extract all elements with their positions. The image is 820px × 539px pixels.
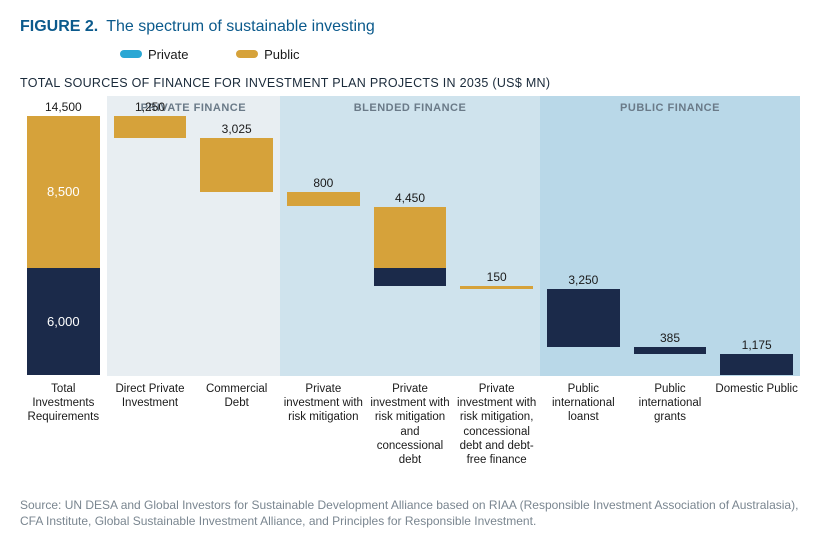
x-axis-label: Total Investments Requirements — [20, 382, 107, 425]
figure-title-text: The spectrum of sustainable investing — [106, 18, 375, 35]
bar-segment-private — [374, 268, 447, 286]
column-domestic_public: 1,175 Domestic Public — [713, 96, 800, 426]
x-axis-label: Commercial Debt — [193, 382, 280, 411]
column-pub_intl_loans: 3,250 Public international loanst — [540, 96, 627, 426]
value-label-segment: 6,000 — [20, 314, 107, 329]
x-axis-label: Direct Private Investment — [107, 382, 194, 411]
column-total: 14,500 8,500 6,000 Total Investments Requir… — [20, 96, 107, 426]
legend-label-public: Public — [264, 47, 299, 62]
value-label-total: 4,450 — [367, 191, 454, 205]
value-label-total: 800 — [280, 176, 367, 190]
chart-subtitle: TOTAL SOURCES OF FINANCE FOR INVESTMENT … — [20, 76, 800, 90]
legend-item-public: Public — [236, 47, 321, 62]
legend-label-private: Private — [148, 47, 188, 62]
waterfall-chart: PRIVATE FINANCEBLENDED FINANCEPUBLIC FIN… — [20, 96, 800, 426]
bar-wrap: 1,175 — [713, 116, 800, 376]
source-note: Source: UN DESA and Global Investors for… — [20, 497, 800, 529]
column-pub_intl_grants: 385 Public international grants — [627, 96, 714, 426]
bar-wrap: 3,250 — [540, 116, 627, 376]
legend: Private Public — [120, 46, 800, 62]
column-risk_mit_debtfree: 150Private investment with risk mitigati… — [453, 96, 540, 426]
x-axis-label: Domestic Public — [713, 382, 800, 396]
figure-label: FIGURE 2. — [20, 18, 98, 35]
column-direct_private: 1,250 Direct Private Investment — [107, 96, 194, 426]
bar-segment-public — [114, 116, 187, 138]
bar-segment-public — [200, 138, 273, 192]
bar-wrap: 3,025 — [193, 116, 280, 376]
x-axis-label: Private investment with risk mitigation,… — [453, 382, 540, 468]
bar-wrap: 150 — [453, 116, 540, 376]
x-axis-label: Private investment with risk mitigation … — [367, 382, 454, 468]
legend-item-private: Private — [120, 47, 210, 62]
column-commercial_debt: 3,025 Commercial Debt — [193, 96, 280, 426]
legend-swatch-public — [236, 50, 258, 58]
bar-segment-private — [634, 347, 707, 354]
figure-title: FIGURE 2. The spectrum of sustainable inv… — [20, 18, 800, 36]
bar-segment-public — [460, 286, 533, 289]
value-label-total: 3,250 — [540, 273, 627, 287]
column-risk_mit_concessional: 4,450Private investment with risk mitiga… — [367, 96, 454, 426]
bar-segment-public — [374, 207, 447, 269]
bar-wrap: 800 — [280, 116, 367, 376]
value-label-segment: 8,500 — [20, 184, 107, 199]
value-label-total: 3,025 — [193, 122, 280, 136]
column-risk_mitigation: 800 Private investment with risk mitigati… — [280, 96, 367, 426]
value-label-total: 1,175 — [713, 338, 800, 352]
bar-wrap: 385 — [627, 116, 714, 376]
bar-segment-public — [287, 192, 360, 206]
x-axis-label: Public international loanst — [540, 382, 627, 425]
value-label-total: 1,250 — [107, 100, 194, 114]
value-label-total: 150 — [453, 270, 540, 284]
figure-container: FIGURE 2. The spectrum of sustainable inv… — [0, 0, 820, 539]
value-label-total: 385 — [627, 331, 714, 345]
bar-wrap: 4,450 — [367, 116, 454, 376]
bar-segment-private — [547, 289, 620, 347]
legend-swatch-private — [120, 50, 142, 58]
bar-wrap: 14,5008,5006,000 — [20, 116, 107, 376]
x-axis-label: Public international grants — [627, 382, 714, 425]
x-axis-label: Private investment with risk mitigation — [280, 382, 367, 425]
bar-wrap: 1,250 — [107, 116, 194, 376]
value-label-total: 14,500 — [20, 100, 107, 114]
bar-segment-private — [720, 354, 793, 375]
